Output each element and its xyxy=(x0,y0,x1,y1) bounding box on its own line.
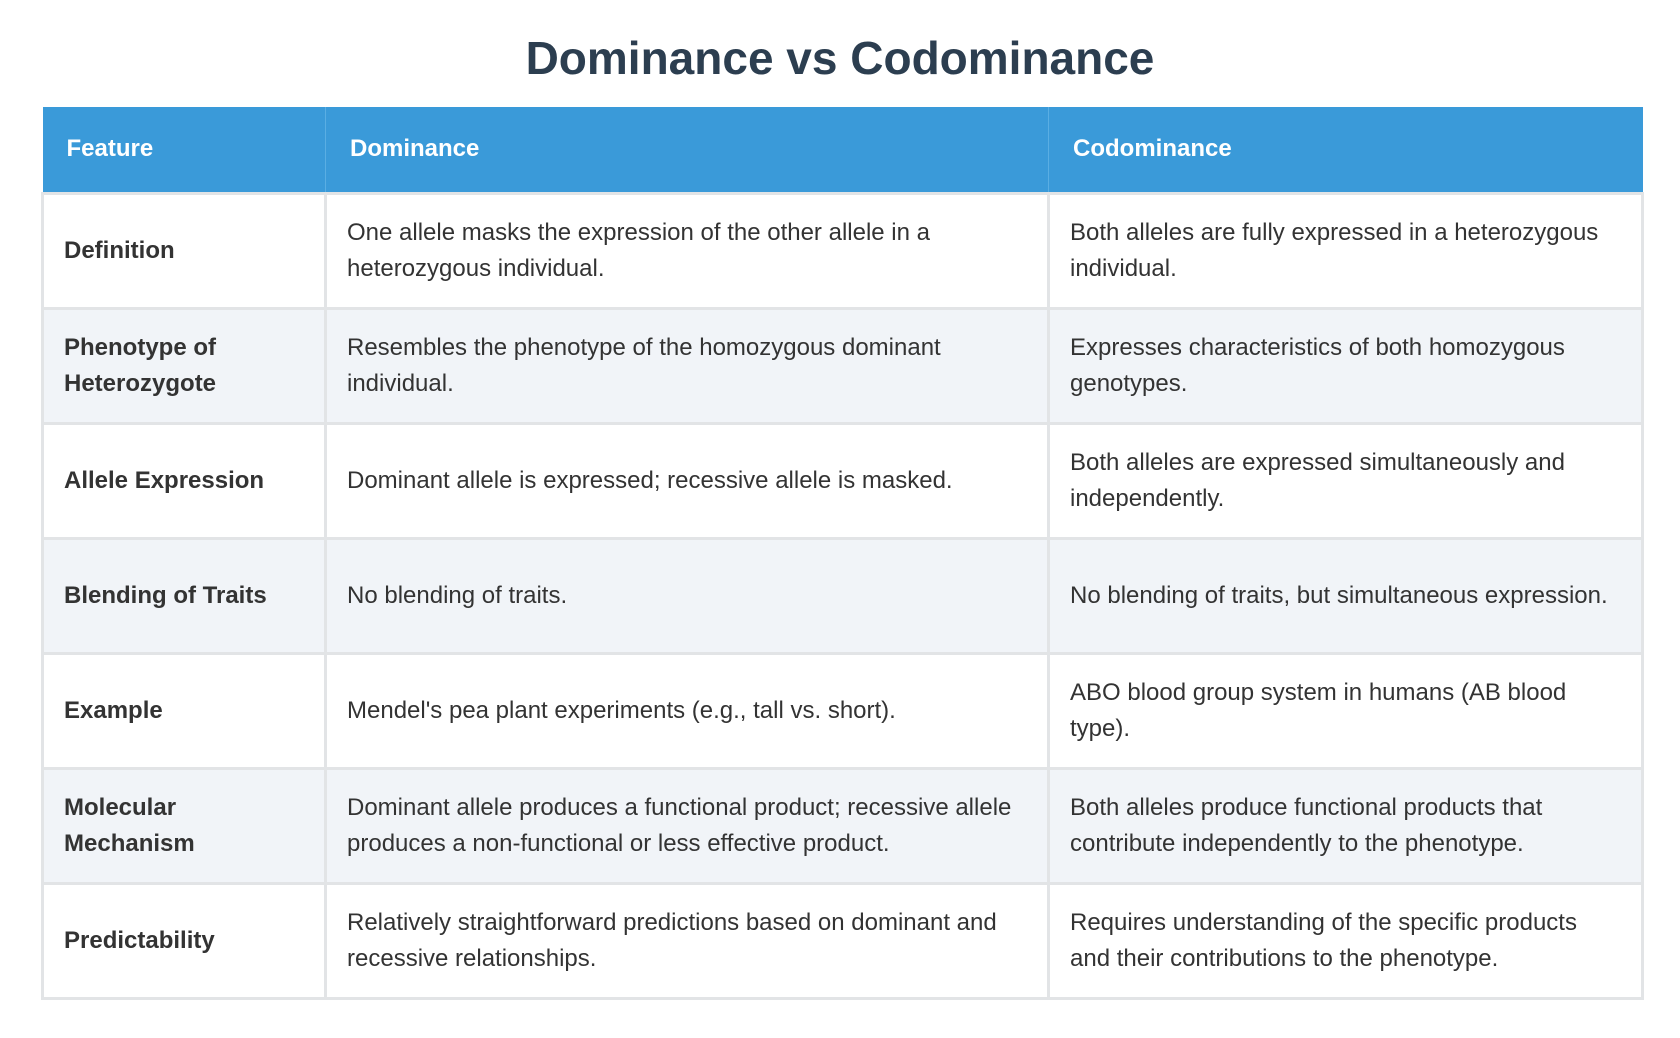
dominance-cell: Relatively straightforward predictions b… xyxy=(324,881,1050,1000)
dominance-cell: Dominant allele produces a functional pr… xyxy=(324,766,1050,885)
dominance-cell: No blending of traits. xyxy=(324,536,1050,655)
comparison-table: Feature Dominance Codominance Definition… xyxy=(41,107,1644,1000)
table-row: Definition One allele masks the expressi… xyxy=(41,191,1644,310)
feature-cell: Allele Expression xyxy=(41,421,327,540)
dominance-cell: Mendel's pea plant experiments (e.g., ta… xyxy=(324,651,1050,770)
table-row: Example Mendel's pea plant experiments (… xyxy=(41,651,1644,770)
feature-cell: Molecular Mechanism xyxy=(41,766,327,885)
dominance-cell: One allele masks the expression of the o… xyxy=(324,191,1050,310)
header-row: Feature Dominance Codominance xyxy=(42,107,1643,193)
codominance-cell: ABO blood group system in humans (AB blo… xyxy=(1047,651,1644,770)
dominance-cell: Resembles the phenotype of the homozygou… xyxy=(324,306,1050,425)
codominance-cell: Requires understanding of the specific p… xyxy=(1047,881,1644,1000)
header-codominance: Codominance xyxy=(1048,107,1643,193)
page-title: Dominance vs Codominance xyxy=(525,32,1155,84)
codominance-cell: Both alleles are fully expressed in a he… xyxy=(1047,191,1644,310)
feature-cell: Definition xyxy=(41,191,327,310)
feature-cell: Phenotype of Heterozygote xyxy=(41,306,327,425)
table-row: Allele Expression Dominant allele is exp… xyxy=(41,421,1644,540)
table-body: Definition One allele masks the expressi… xyxy=(41,191,1644,1000)
feature-cell: Example xyxy=(41,651,327,770)
codominance-cell: Expresses characteristics of both homozy… xyxy=(1047,306,1644,425)
feature-cell: Blending of Traits xyxy=(41,536,327,655)
table-row: Blending of Traits No blending of traits… xyxy=(41,536,1644,655)
codominance-cell: No blending of traits, but simultaneous … xyxy=(1047,536,1644,655)
codominance-cell: Both alleles are expressed simultaneousl… xyxy=(1047,421,1644,540)
table-row: Phenotype of Heterozygote Resembles the … xyxy=(41,306,1644,425)
feature-cell: Predictability xyxy=(41,881,327,1000)
table-header: Feature Dominance Codominance xyxy=(42,107,1643,193)
header-feature: Feature xyxy=(42,107,326,193)
table-row: Predictability Relatively straightforwar… xyxy=(41,881,1644,1000)
dominance-cell: Dominant allele is expressed; recessive … xyxy=(324,421,1050,540)
table-row: Molecular Mechanism Dominant allele prod… xyxy=(41,766,1644,885)
codominance-cell: Both alleles produce functional products… xyxy=(1047,766,1644,885)
header-dominance: Dominance xyxy=(325,107,1049,193)
